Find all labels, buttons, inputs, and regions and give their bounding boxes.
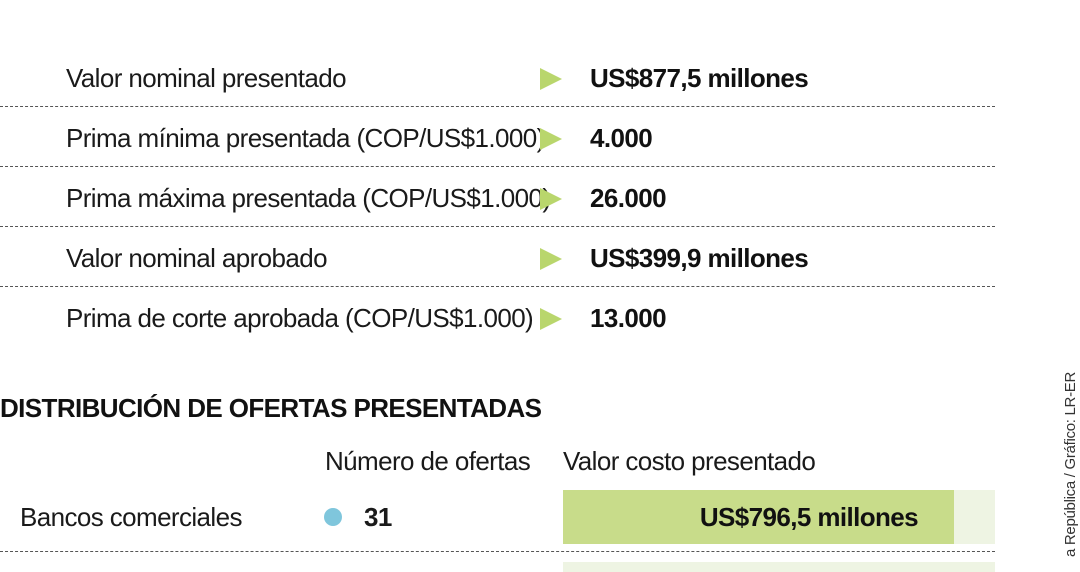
section-title: DISTRIBUCIÓN DE OFERTAS PRESENTADAS: [0, 393, 542, 423]
offers-count: 31: [364, 502, 392, 532]
summary-label: Valor nominal presentado: [66, 63, 347, 93]
summary-value: US$399,9 millones: [590, 243, 809, 273]
summary-value: 4.000: [590, 123, 653, 153]
offers-dot-icon: [324, 508, 342, 526]
summary-label: Prima de corte aprobada (COP/US$1.000): [66, 303, 534, 333]
source-credit: a República / Gráfico: LR-ER: [1062, 372, 1079, 558]
summary-row-max-premium: Prima máxima presentada (COP/US$1.000) 2…: [0, 168, 995, 228]
summary-row-nominal-approved: Valor nominal aprobado US$399,9 millones: [0, 228, 995, 288]
row-divider: [0, 226, 995, 227]
value-bar-label: US$796,5 millones: [699, 502, 919, 532]
summary-row-min-premium: Prima mínima presentada (COP/US$1.000) 4…: [0, 108, 995, 168]
value-bar-track: [563, 562, 995, 572]
arrow-right-icon: [540, 248, 562, 270]
summary-value: US$877,5 millones: [590, 63, 809, 93]
row-divider: [0, 551, 995, 552]
arrow-right-icon: [540, 68, 562, 90]
summary-label: Prima mínima presentada (COP/US$1.000): [66, 123, 545, 153]
summary-value: 26.000: [590, 183, 667, 213]
column-header-offers: Número de ofertas: [325, 446, 531, 476]
summary-label: Prima máxima presentada (COP/US$1.000): [66, 183, 551, 213]
row-divider: [0, 286, 995, 287]
column-header-value: Valor costo presentado: [563, 446, 816, 476]
distribution-row: Bancos comerciales 31 US$796,5 millones: [0, 490, 995, 544]
summary-row-cutoff-premium: Prima de corte aprobada (COP/US$1.000) 1…: [0, 288, 995, 348]
summary-value: 13.000: [590, 303, 667, 333]
summary-label: Valor nominal aprobado: [66, 243, 328, 273]
row-divider: [0, 166, 995, 167]
summary-row-nominal-presented: Valor nominal presentado US$877,5 millon…: [0, 48, 995, 108]
row-divider: [0, 106, 995, 107]
arrow-right-icon: [540, 128, 562, 150]
category-label: Bancos comerciales: [20, 502, 242, 532]
value-bar: [563, 490, 954, 544]
arrow-right-icon: [540, 308, 562, 330]
value-bar-track: US$796,5 millones: [563, 490, 995, 544]
arrow-right-icon: [540, 188, 562, 210]
